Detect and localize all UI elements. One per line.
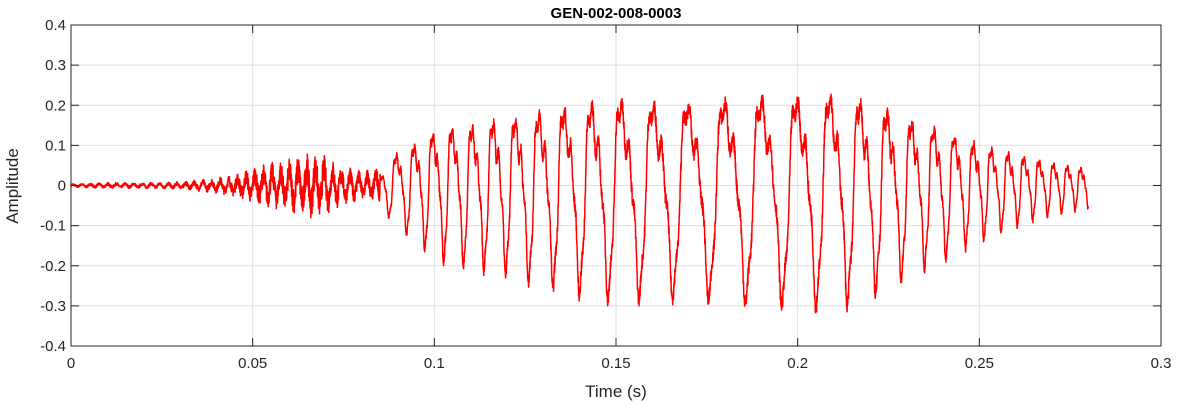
chart-title: GEN-002-008-0003 <box>551 5 682 22</box>
y-tick-label: -0.2 <box>40 258 66 275</box>
x-tick-label: 0.15 <box>601 355 630 372</box>
y-tick-label: 0.3 <box>45 57 66 74</box>
y-tick-label: 0.4 <box>45 17 66 34</box>
ticks <box>70 24 1162 347</box>
x-axis-label: Time (s) <box>585 382 647 401</box>
y-tick-label: 0 <box>58 178 66 195</box>
x-tick-label: 0.1 <box>424 355 445 372</box>
y-tick-label: 0.1 <box>45 137 66 154</box>
waveform-line <box>70 93 1090 314</box>
y-tick-labels: 0.4 0.3 0.2 0.1 0 -0.1 -0.2 -0.3 -0.4 <box>40 17 66 355</box>
x-tick-label: 0.25 <box>965 355 994 372</box>
x-tick-label: 0.3 <box>1151 355 1172 372</box>
x-tick-labels: 0 0.05 0.1 0.15 0.2 0.25 0.3 <box>67 355 1172 372</box>
series-layer <box>70 93 1090 314</box>
y-tick-label: -0.1 <box>40 218 66 235</box>
y-axis-label: Amplitude <box>3 148 22 224</box>
x-tick-label: 0.05 <box>238 355 267 372</box>
x-tick-label: 0.2 <box>787 355 808 372</box>
y-tick-label: -0.3 <box>40 298 66 315</box>
x-tick-label: 0 <box>67 355 75 372</box>
y-tick-label: 0.2 <box>45 97 66 114</box>
y-tick-label: -0.4 <box>40 338 66 355</box>
